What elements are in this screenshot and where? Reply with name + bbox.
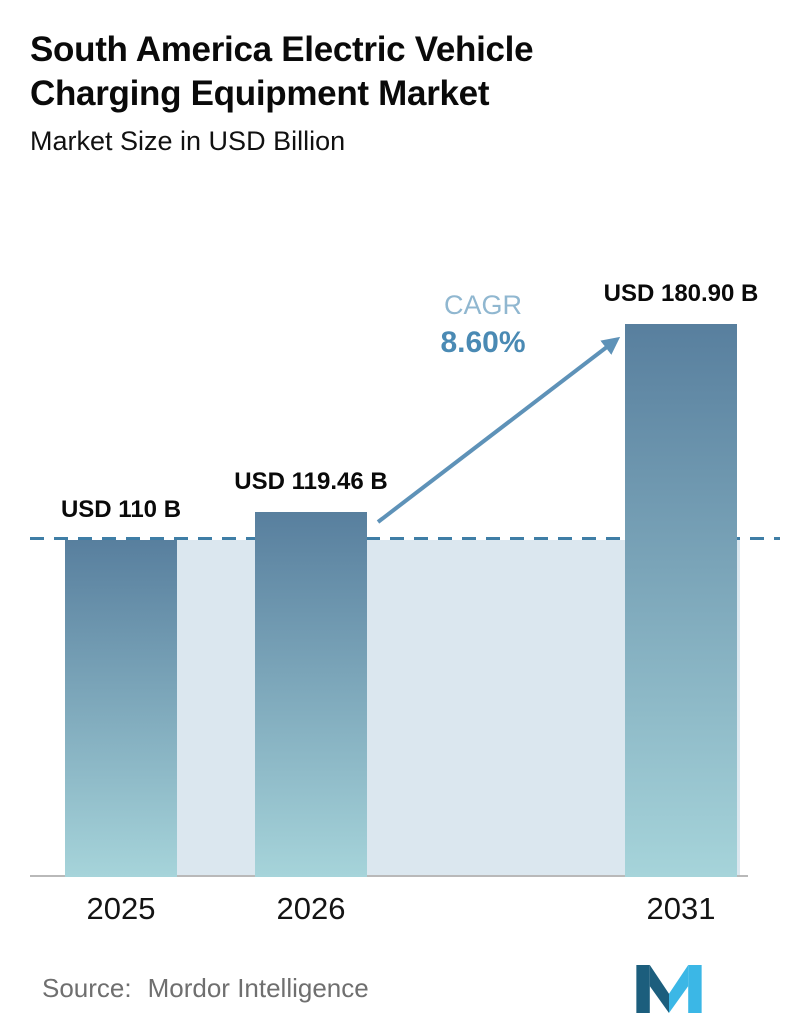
logo-shape [688, 964, 702, 1013]
source-value: Mordor Intelligence [147, 973, 369, 1003]
cagr-label: CAGR [443, 289, 522, 320]
cagr-annotation: CAGR 8.60% [398, 290, 568, 360]
logo-shape [649, 964, 669, 1013]
x-tick-2025: 2025 [86, 890, 156, 926]
arrow-line [376, 336, 621, 524]
chart-subtitle: Market Size in USD Billion [30, 125, 346, 156]
chart-title: South America Electric Vehicle Charging E… [30, 28, 766, 116]
footer: Source: Mordor Intelligence [30, 964, 766, 1013]
bar-2026 [255, 511, 367, 877]
value-label-2025: USD 110 B [60, 496, 182, 524]
source-label: Source: [42, 973, 132, 1003]
x-tick-2026: 2026 [276, 890, 346, 926]
value-label-2026: USD 119.46 B [234, 467, 388, 495]
x-axis-labels: 2025 2026 2031 [30, 877, 780, 939]
x-tick-2031: 2031 [646, 890, 716, 926]
chart-title-line2: Charging Equipment Market [30, 73, 490, 113]
logo-shape [669, 964, 689, 1013]
bar-2031 [625, 323, 737, 877]
source-attribution: Source: Mordor Intelligence [30, 973, 369, 1004]
logo-shape [636, 964, 650, 1013]
value-label-2031: USD 180.90 B [603, 279, 759, 307]
reference-dashed-line [30, 537, 780, 541]
x-axis-line [30, 874, 748, 877]
bar-2025 [65, 540, 177, 877]
mordor-intelligence-logo [636, 964, 702, 1013]
chart-title-line1: South America Electric Vehicle [30, 30, 534, 69]
plot-area: USD 110 B USD 119.46 B USD 180.90 B CAGR… [30, 266, 780, 877]
cagr-value: 8.60% [440, 325, 526, 359]
